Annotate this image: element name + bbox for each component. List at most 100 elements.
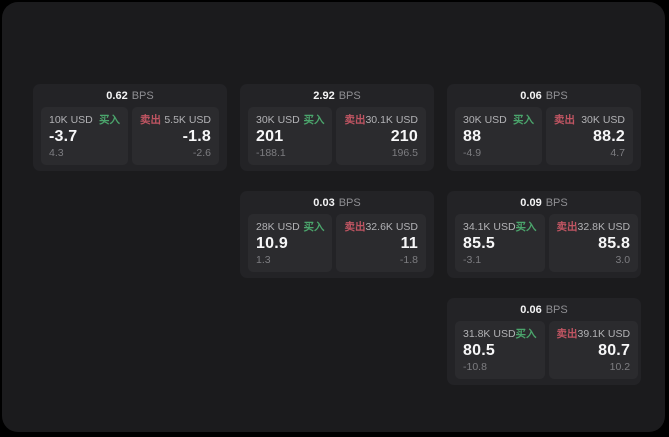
- card-header: 2.92 BPS: [248, 84, 426, 107]
- buy-price-value: -3.7: [49, 128, 78, 145]
- sell-sub-value: 10.2: [609, 361, 631, 373]
- quote-card: 0.09 BPS 34.1K USD 买入 85.5 -3.1 卖出 32.8K…: [447, 191, 641, 278]
- buy-sub-value: -4.9: [463, 147, 482, 159]
- sell-price-value: 210: [390, 128, 418, 145]
- sell-size-label: 39.1K USD: [577, 328, 631, 340]
- bps-unit-label: BPS: [338, 196, 361, 209]
- buy-side-label: 买入: [515, 221, 537, 233]
- sell-sub-value: 4.7: [610, 147, 625, 159]
- quote-card: 2.92 BPS 30K USD 买入 201 -188.1 卖出 30.1K …: [240, 84, 434, 171]
- buy-sub-value: -3.1: [463, 254, 482, 266]
- sell-panel-header: 卖出 32.8K USD: [557, 221, 631, 233]
- buy-side-label: 买入: [303, 221, 325, 233]
- buy-price-value: 88: [463, 128, 482, 145]
- card-header: 0.09 BPS: [455, 191, 633, 214]
- buy-size-label: 31.8K USD: [463, 328, 516, 340]
- buy-size-label: 34.1K USD: [463, 221, 516, 233]
- buy-size-label: 28K USD: [256, 221, 300, 233]
- card-header: 0.03 BPS: [248, 191, 426, 214]
- buy-sub-value: -188.1: [256, 147, 286, 159]
- sell-side-label: 卖出: [344, 221, 366, 233]
- sell-panel[interactable]: 卖出 32.6K USD 11 -1.8: [336, 214, 426, 272]
- buy-side-label: 买入: [99, 114, 120, 126]
- sell-price-value: 85.8: [598, 235, 631, 252]
- buy-size-label: 30K USD: [463, 114, 507, 126]
- quote-card: 0.06 BPS 30K USD 买入 88 -4.9 卖出 30K USD 8…: [447, 84, 641, 171]
- sell-size-label: 30.1K USD: [365, 114, 418, 126]
- bps-unit-label: BPS: [545, 89, 568, 102]
- bps-unit-label: BPS: [545, 196, 568, 209]
- sell-sub-value: 196.5: [391, 147, 418, 159]
- bps-value: 0.06: [520, 89, 542, 102]
- sell-sub-value: 3.0: [615, 254, 631, 266]
- sell-side-label: 卖出: [344, 114, 366, 126]
- bps-value: 0.09: [520, 196, 542, 209]
- buy-panel-header: 30K USD 买入: [256, 114, 324, 126]
- sell-sub-value: -2.6: [192, 147, 211, 159]
- sell-panel[interactable]: 卖出 32.8K USD 85.8 3.0: [548, 214, 639, 272]
- sell-side-label: 卖出: [556, 328, 578, 340]
- buy-panel-header: 34.1K USD 买入: [463, 221, 537, 233]
- buy-sell-panels: 30K USD 买入 88 -4.9 卖出 30K USD 88.2 4.7: [455, 107, 633, 165]
- quote-card: 0.62 BPS 10K USD 买入 -3.7 4.3 卖出 5.5K USD…: [33, 84, 227, 171]
- buy-sell-panels: 31.8K USD 买入 80.5 -10.8 卖出 39.1K USD 80.…: [455, 321, 639, 379]
- quote-cards-grid: 0.62 BPS 10K USD 买入 -3.7 4.3 卖出 5.5K USD…: [33, 84, 641, 385]
- bps-unit-label: BPS: [545, 303, 568, 316]
- sell-panel-header: 卖出 30K USD: [554, 114, 625, 126]
- buy-sell-panels: 30K USD 买入 201 -188.1 卖出 30.1K USD 210 1…: [248, 107, 426, 165]
- sell-panel-header: 卖出 5.5K USD: [140, 114, 211, 126]
- card-header: 0.06 BPS: [455, 84, 633, 107]
- buy-price-value: 10.9: [256, 235, 288, 252]
- bps-value: 0.03: [313, 196, 335, 209]
- buy-panel[interactable]: 28K USD 买入 10.9 1.3: [248, 214, 333, 272]
- bps-value: 2.92: [313, 89, 335, 102]
- bps-unit-label: BPS: [338, 89, 361, 102]
- sell-panel[interactable]: 卖出 39.1K USD 80.7 10.2: [548, 321, 639, 379]
- buy-panel-header: 28K USD 买入: [256, 221, 324, 233]
- buy-price-value: 85.5: [463, 235, 495, 252]
- buy-panel[interactable]: 10K USD 买入 -3.7 4.3: [41, 107, 128, 165]
- sell-size-label: 30K USD: [581, 114, 625, 126]
- app-window: 0.62 BPS 10K USD 买入 -3.7 4.3 卖出 5.5K USD…: [2, 2, 665, 432]
- sell-panel-header: 卖出 30.1K USD: [344, 114, 418, 126]
- buy-sell-panels: 34.1K USD 买入 85.5 -3.1 卖出 32.8K USD 85.8…: [455, 214, 639, 272]
- sell-size-label: 32.8K USD: [577, 221, 631, 233]
- buy-side-label: 买入: [303, 114, 325, 126]
- buy-sub-value: -10.8: [463, 361, 487, 373]
- sell-panel[interactable]: 卖出 30K USD 88.2 4.7: [546, 107, 633, 165]
- card-header: 0.06 BPS: [455, 298, 633, 321]
- buy-sub-value: 1.3: [256, 254, 271, 266]
- buy-panel-header: 31.8K USD 买入: [463, 328, 537, 340]
- buy-side-label: 买入: [515, 328, 537, 340]
- buy-panel[interactable]: 34.1K USD 买入 85.5 -3.1: [455, 214, 545, 272]
- sell-panel[interactable]: 卖出 5.5K USD -1.8 -2.6: [132, 107, 219, 165]
- bps-value: 0.06: [520, 303, 542, 316]
- sell-side-label: 卖出: [140, 114, 161, 126]
- buy-sell-panels: 10K USD 买入 -3.7 4.3 卖出 5.5K USD -1.8 -2.…: [41, 107, 219, 165]
- buy-sub-value: 4.3: [49, 147, 64, 159]
- sell-panel[interactable]: 卖出 30.1K USD 210 196.5: [336, 107, 426, 165]
- buy-panel-header: 10K USD 买入: [49, 114, 120, 126]
- buy-size-label: 10K USD: [49, 114, 93, 126]
- sell-side-label: 卖出: [554, 114, 575, 126]
- buy-panel[interactable]: 30K USD 买入 88 -4.9: [455, 107, 542, 165]
- buy-price-value: 80.5: [463, 342, 495, 359]
- bps-value: 0.62: [106, 89, 128, 102]
- bps-unit-label: BPS: [131, 89, 154, 102]
- sell-price-value: 80.7: [598, 342, 631, 359]
- buy-panel[interactable]: 31.8K USD 买入 80.5 -10.8: [455, 321, 545, 379]
- buy-sell-panels: 28K USD 买入 10.9 1.3 卖出 32.6K USD 11 -1.8: [248, 214, 426, 272]
- sell-panel-header: 卖出 32.6K USD: [344, 221, 418, 233]
- sell-price-value: -1.8: [182, 128, 211, 145]
- sell-panel-header: 卖出 39.1K USD: [557, 328, 631, 340]
- buy-panel[interactable]: 30K USD 买入 201 -188.1: [248, 107, 333, 165]
- sell-price-value: 11: [400, 235, 418, 252]
- sell-price-value: 88.2: [593, 128, 625, 145]
- quote-card: 0.06 BPS 31.8K USD 买入 80.5 -10.8 卖出 39.1…: [447, 298, 641, 385]
- buy-panel-header: 30K USD 买入: [463, 114, 534, 126]
- buy-side-label: 买入: [513, 114, 534, 126]
- sell-side-label: 卖出: [556, 221, 578, 233]
- sell-size-label: 5.5K USD: [164, 114, 211, 126]
- buy-size-label: 30K USD: [256, 114, 300, 126]
- sell-size-label: 32.6K USD: [365, 221, 418, 233]
